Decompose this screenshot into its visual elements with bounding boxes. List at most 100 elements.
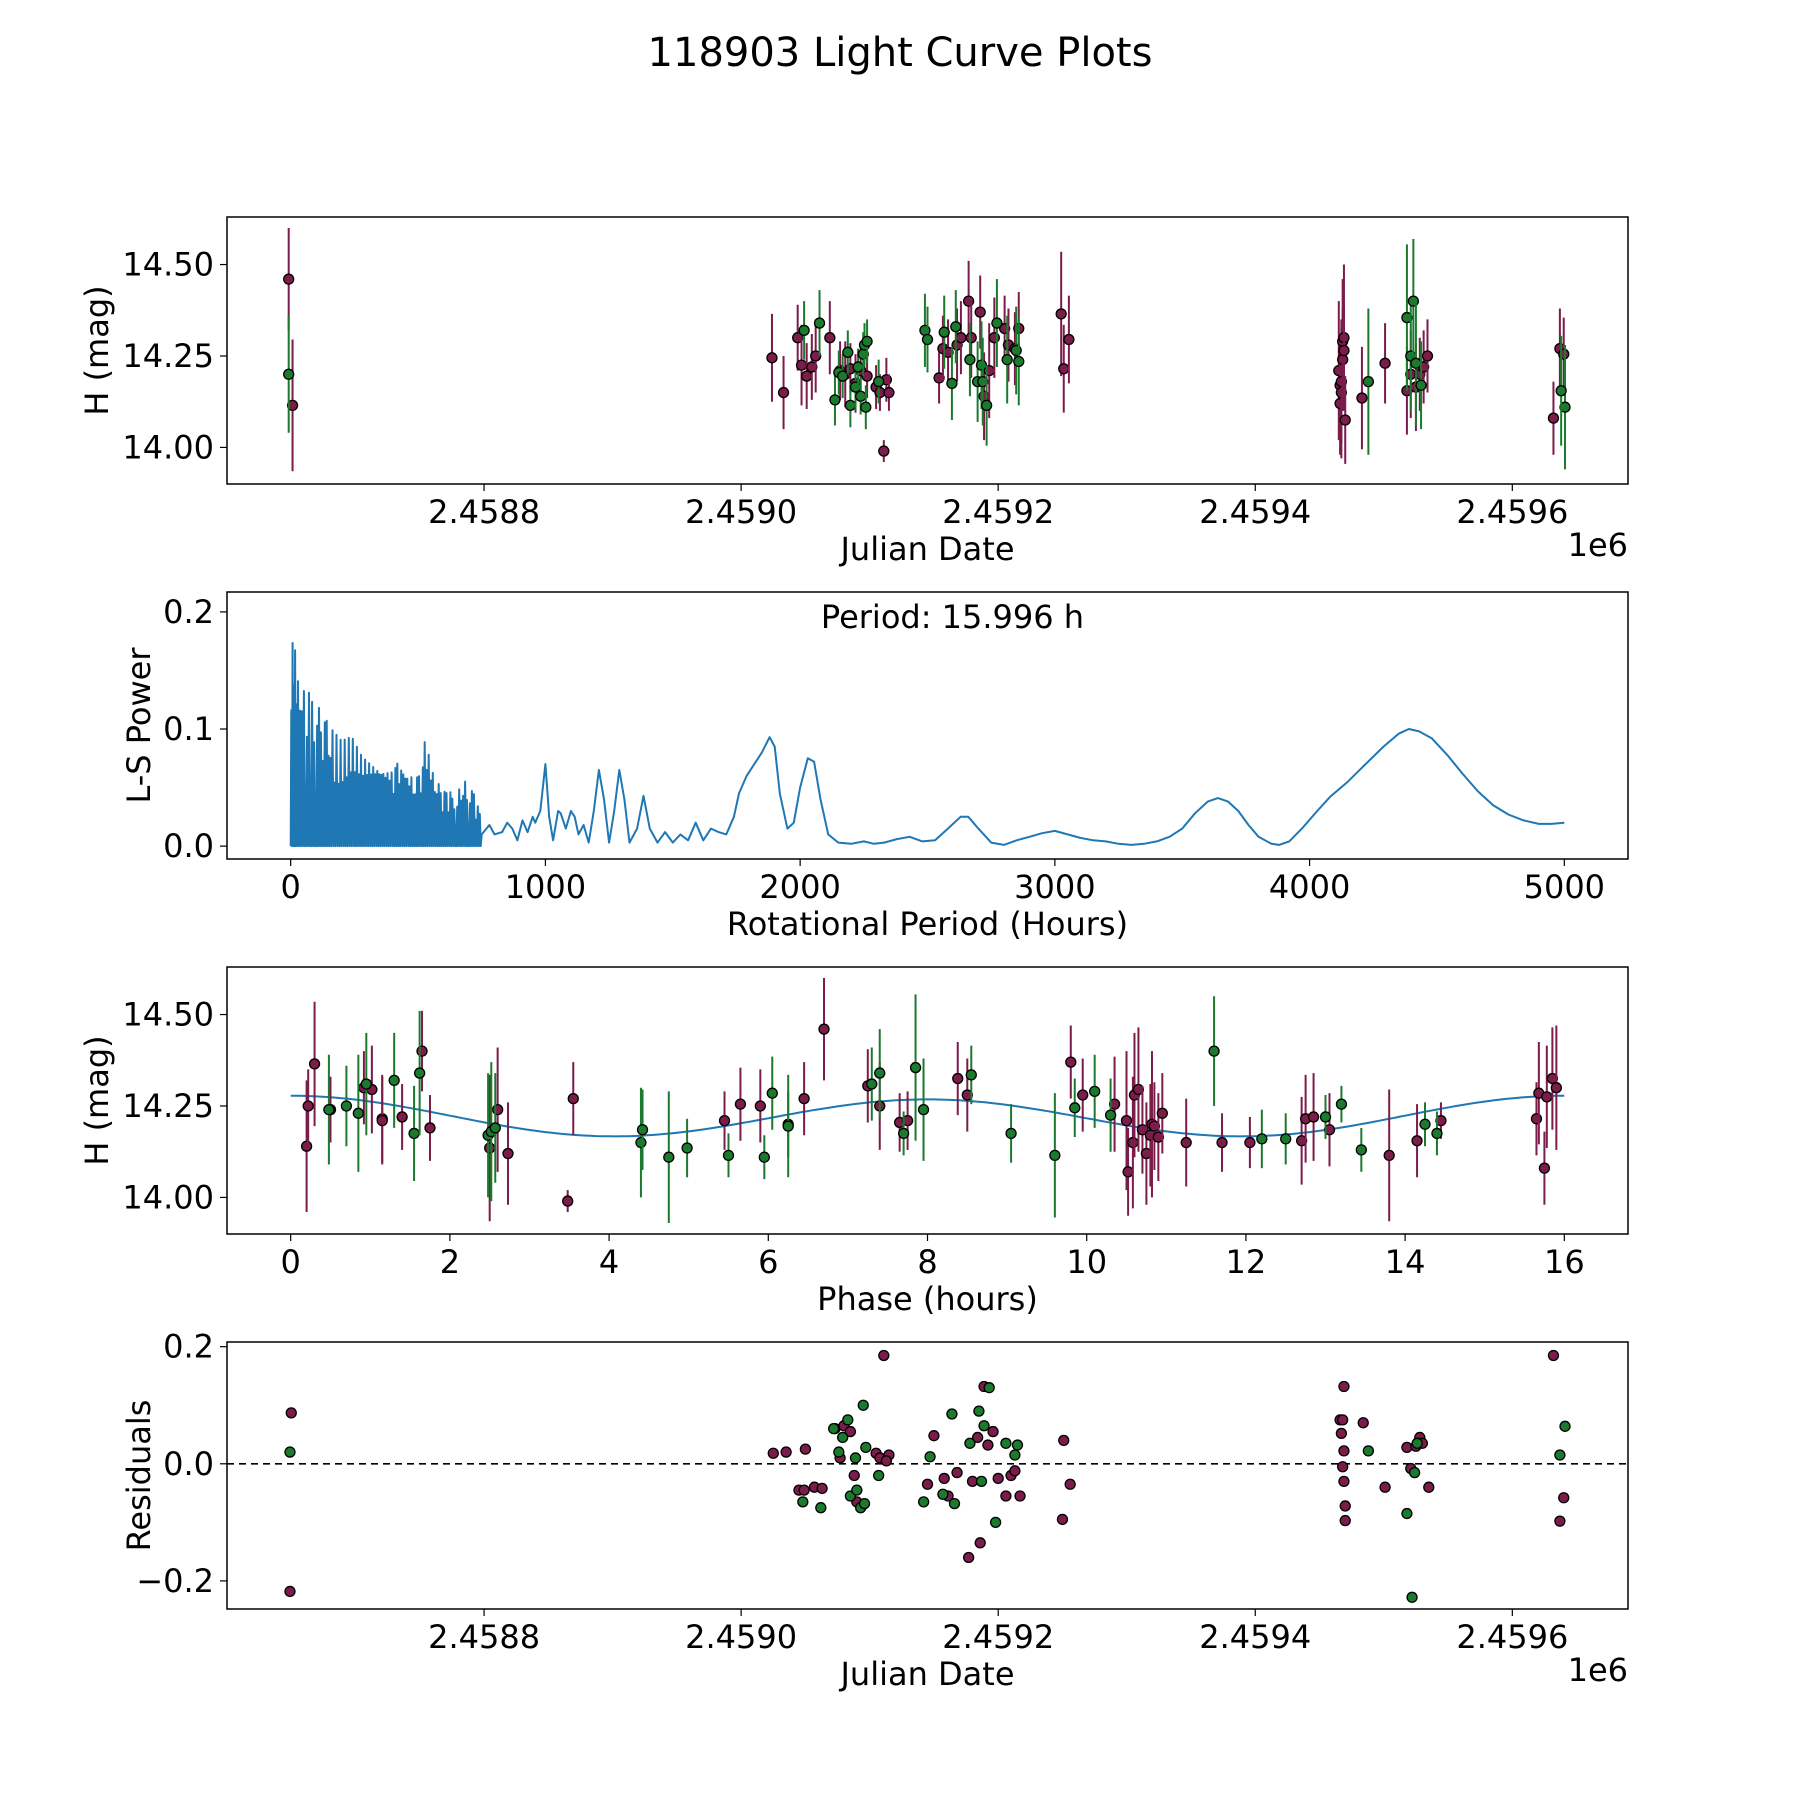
green-data-point — [964, 353, 976, 366]
maroon-data-point — [987, 1425, 999, 1438]
maroon-data-point — [861, 370, 873, 382]
green-data-point — [851, 1484, 863, 1496]
green-data-point — [1362, 375, 1375, 388]
maroon-data-point — [1383, 1149, 1395, 1162]
green-data-point — [975, 359, 988, 371]
green-data-point — [873, 375, 885, 388]
green-data-point — [388, 1074, 400, 1087]
phased-xtick-label: 2 — [440, 1243, 460, 1281]
maroon-data-point — [1338, 1380, 1350, 1393]
green-data-point — [842, 1414, 854, 1426]
phased-xtick-label: 14 — [1385, 1243, 1426, 1281]
phased-ylabel: H (mag) — [78, 1035, 116, 1165]
phased-xtick-label: 16 — [1544, 1243, 1585, 1281]
green-data-point — [1401, 1507, 1413, 1520]
green-data-point — [1419, 1118, 1431, 1130]
phased-xtick-label: 10 — [1066, 1243, 1107, 1281]
ls-power-line — [289, 642, 1565, 848]
green-data-point — [909, 1061, 922, 1074]
green-data-point — [860, 1441, 872, 1454]
periodogram-xtick-label: 1000 — [505, 868, 586, 906]
green-data-point — [991, 317, 1003, 329]
green-data-point — [860, 401, 872, 413]
maroon-data-point — [824, 332, 836, 344]
maroon-data-point — [484, 1142, 496, 1154]
green-data-point — [1559, 1420, 1571, 1432]
residuals-ytick-label: −0.2 — [136, 1562, 214, 1600]
maroon-data-point — [1357, 1417, 1369, 1429]
green-data-point — [861, 335, 873, 348]
green-data-point — [1256, 1133, 1268, 1145]
phased-panel: Phase (hours) H (mag) 0 2 4 6 8 10 12 14 16 14.00… — [78, 966, 1629, 1318]
green-data-point — [855, 390, 867, 402]
green-data-point — [663, 1151, 675, 1163]
maroon-data-point — [283, 273, 295, 285]
phased-xtick-label: 6 — [758, 1243, 778, 1281]
phased-xtick-label: 8 — [917, 1243, 937, 1281]
maroon-data-point — [1558, 1492, 1570, 1504]
maroon-data-point — [1064, 1478, 1076, 1490]
maroon-data-point — [1435, 1114, 1447, 1127]
green-data-point — [635, 1136, 647, 1149]
maroon-data-point — [795, 359, 808, 371]
maroon-data-point — [844, 1425, 857, 1438]
green-data-point — [323, 1103, 335, 1116]
periodogram-xlabel: Rotational Period (Hours) — [727, 905, 1128, 943]
maroon-data-point — [1335, 1427, 1348, 1439]
green-data-point — [950, 321, 962, 333]
maroon-data-point — [961, 1089, 973, 1101]
maroon-data-point — [1065, 1056, 1077, 1068]
maroon-data-point — [1338, 1475, 1350, 1488]
light-curve-ylabel: H (mag) — [78, 285, 116, 415]
maroon-data-point — [567, 1093, 579, 1105]
green-data-point — [874, 1067, 886, 1079]
maroon-data-point — [1055, 308, 1067, 320]
green-data-point — [798, 324, 810, 337]
maroon-data-point — [1014, 1490, 1026, 1502]
maroon-data-point — [1423, 1481, 1435, 1493]
green-data-point — [1555, 385, 1567, 397]
green-data-point — [782, 1120, 794, 1132]
green-data-point — [964, 1437, 976, 1449]
light-curve-ytick-label: 14.50 — [122, 246, 214, 284]
maroon-data-point — [942, 346, 954, 358]
light-curve-ytick-label: 14.00 — [122, 428, 214, 466]
maroon-data-point — [1379, 1481, 1391, 1493]
maroon-data-point — [1356, 392, 1368, 404]
light-curve-xtick-label: 2.4594 — [1199, 493, 1311, 531]
green-data-point — [833, 1446, 845, 1458]
green-data-point — [815, 1502, 827, 1514]
maroon-data-point — [1550, 1082, 1563, 1094]
green-data-point — [873, 1469, 885, 1482]
green-data-point — [1554, 1449, 1566, 1461]
residuals-xtick-label: 2.4592 — [942, 1618, 1054, 1656]
green-data-point — [1410, 357, 1422, 369]
green-data-point — [924, 1451, 936, 1463]
model-fit-curve — [290, 1094, 1565, 1138]
residuals-xtick-label: 2.4588 — [428, 1618, 540, 1656]
phased-xtick-label: 4 — [599, 1243, 619, 1281]
maroon-data-point — [1108, 1098, 1121, 1110]
maroon-data-point — [1058, 363, 1070, 375]
maroon-data-point — [1338, 344, 1350, 357]
maroon-data-point — [901, 1114, 914, 1127]
maroon-data-point — [1307, 1111, 1320, 1123]
green-data-point — [797, 1496, 809, 1508]
green-data-point — [813, 317, 826, 329]
light-curve-axes-frame — [226, 216, 1629, 485]
maroon-data-point — [816, 1482, 828, 1495]
green-data-point — [837, 1431, 849, 1444]
green-data-point — [852, 361, 864, 373]
maroon-data-point — [1546, 1072, 1559, 1085]
green-data-point — [360, 1078, 372, 1090]
green-data-point — [1280, 1133, 1292, 1145]
periodogram-ylabel: L-S Power — [120, 647, 158, 804]
maroon-data-point — [1538, 1162, 1551, 1174]
maroon-data-point — [1148, 1120, 1161, 1132]
green-data-point — [766, 1087, 778, 1099]
maroon-data-point — [928, 1430, 940, 1442]
maroon-data-point — [878, 445, 890, 457]
light-curve-panel: Julian Date H (mag) 1e6 2.4588 2.4590 2.45… — [78, 216, 1629, 568]
phased-xtick-label: 0 — [281, 1243, 301, 1281]
maroon-data-point — [300, 1140, 313, 1152]
